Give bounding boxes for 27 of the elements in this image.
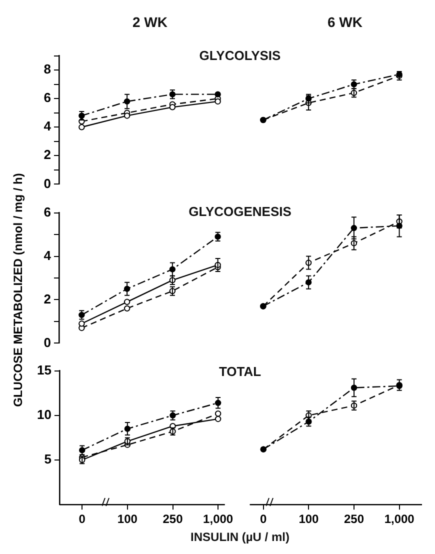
text: 6 WK [328, 14, 362, 30]
y-tick-label: 5 [44, 452, 52, 467]
y-tick-label: 2 [44, 147, 51, 162]
y-tick-label: 15 [36, 362, 52, 378]
y-tick-label: 6 [44, 204, 51, 220]
y-tick-label: 0 [44, 176, 51, 191]
text: 2 WK [132, 14, 168, 30]
x-tick-label: 250 [162, 512, 184, 526]
y-tick-label: 4 [44, 248, 52, 263]
x-tick-label: 0 [78, 512, 86, 526]
x-tick-label: 1,000 [203, 512, 234, 526]
y-tick-label: 10 [36, 406, 52, 422]
chart-title: GLYCOGENESIS [188, 204, 292, 219]
y-tick-label: 2 [44, 291, 51, 306]
y-tick-label: 6 [44, 90, 51, 106]
y-axis-title: GLUCOSE METABOLIZED (nmol / mg / h) [11, 173, 25, 407]
chart-title: TOTAL [218, 364, 262, 379]
x-tick-label: 0 [260, 512, 268, 526]
x-tick-label: 100 [298, 512, 320, 526]
y-tick-label: 8 [44, 62, 51, 77]
y-tick-label: 0 [44, 334, 51, 350]
y-tick-label: 4 [44, 118, 52, 134]
x-axis-title: INSULIN (µU / ml) [190, 530, 290, 544]
x-tick-label: 100 [117, 512, 138, 526]
x-tick-label: 250 [344, 512, 364, 526]
x-tick-label: 1,000 [384, 512, 415, 526]
chart-title: GLYCOLYSIS [199, 48, 281, 63]
